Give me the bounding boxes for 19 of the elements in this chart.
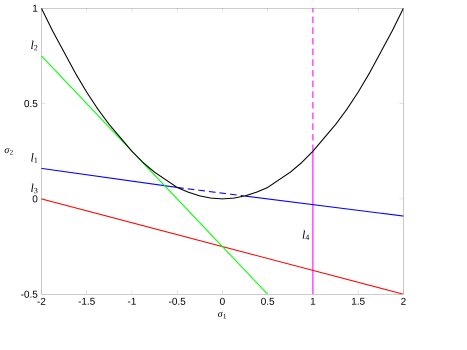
x-tick-label: 0 [220,298,225,305]
y-axis-title: σ$_{2}$ [4,148,13,155]
series-label: l$_{2}$ [31,40,38,50]
x-tick-label: -0.5 [169,298,186,305]
y-tick-label: 0.5 [24,100,38,108]
y-tick-label: 0 [32,195,38,202]
x-tick-label: 1 [310,298,316,305]
x-tick-label: 0.5 [261,298,274,305]
x-tick-label: 2 [401,298,406,305]
x-axis-title: σ$_{1}$ [218,312,226,318]
x-tick-label: -2 [37,298,46,305]
y-tick-label: 1 [33,4,38,12]
x-tick-label: -1 [128,298,136,305]
series-label: l$_{3}$ [31,184,38,194]
series-label: l$_{1}$ [31,153,38,163]
x-tick-label: 1.5 [352,298,365,305]
y-tick-label: -0.5 [21,290,38,298]
annotation: l$_{4}$ [302,230,310,240]
x-tick-label: -1.5 [78,298,95,305]
